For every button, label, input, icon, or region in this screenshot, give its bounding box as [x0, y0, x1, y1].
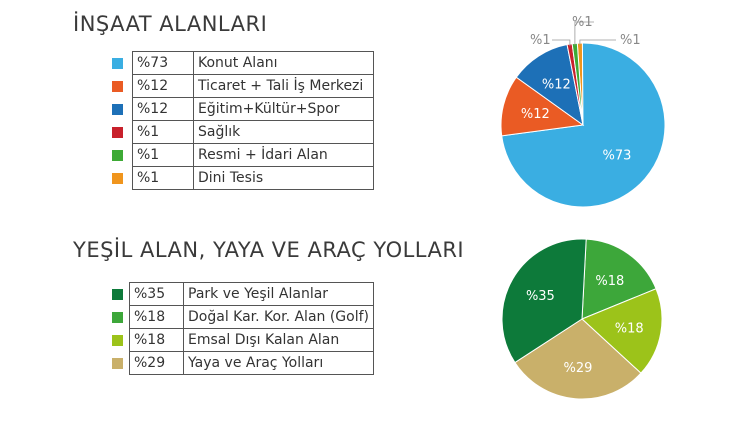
legend-row: %29 Yaya ve Araç Yolları: [112, 351, 374, 375]
legend-label: Konut Alanı: [193, 51, 374, 75]
legend-swatch: [112, 334, 123, 346]
slice-label: %12: [521, 107, 550, 122]
legend-percent: %12: [132, 74, 194, 98]
legend-percent: %18: [128, 305, 184, 329]
slice-label: %29: [564, 361, 593, 376]
legend-percent: %1: [132, 143, 194, 167]
legend-swatch: [112, 357, 123, 369]
legend-percent: %73: [132, 51, 194, 75]
legend-percent: %1: [132, 166, 194, 190]
chart-title-green-areas: YEŞİL ALAN, YAYA VE ARAÇ YOLLARI: [73, 238, 465, 262]
pie-slice: [514, 318, 642, 400]
legend-percent: %1: [132, 120, 194, 144]
pie-slice: [515, 43, 584, 127]
slice-label: %1: [572, 15, 593, 30]
slice-label: %12: [542, 78, 571, 93]
legend-label: Eğitim+Kültür+Spor: [193, 97, 374, 121]
slice-label: %73: [603, 149, 632, 164]
pie-chart-2: %18 %18 %29 %35: [501, 238, 663, 400]
chart-title-construction-areas: İNŞAAT ALANLARI: [73, 12, 268, 36]
legend-swatch: [112, 149, 123, 161]
legend-construction-areas: %73 Konut Alanı %12 Ticaret + Tali İş Me…: [112, 51, 374, 190]
legend-swatch: [112, 126, 123, 138]
slice-label: %18: [595, 274, 624, 289]
legend-row: %73 Konut Alanı: [112, 51, 374, 75]
legend-label: Doğal Kar. Kor. Alan (Golf): [183, 305, 374, 329]
legend-swatch: [112, 172, 123, 184]
legend-percent: %29: [128, 351, 184, 375]
legend-label: Dini Tesis: [193, 166, 374, 190]
legend-swatch: [112, 80, 123, 92]
legend-percent: %12: [132, 97, 194, 121]
pie-slice: [500, 76, 585, 137]
legend-row: %1 Sağlık: [112, 120, 374, 144]
legend-green-areas: %35 Park ve Yeşil Alanlar %18 Doğal Kar.…: [112, 282, 374, 375]
legend-row: %12 Eğitim+Kültür+Spor: [112, 97, 374, 121]
slice-label: %18: [615, 322, 644, 337]
legend-label: Park ve Yeşil Alanlar: [183, 282, 374, 306]
label-leader-line: [574, 21, 594, 46]
label-leader-line: [552, 39, 571, 47]
slice-label: %35: [526, 289, 555, 304]
slice-label: %1: [620, 33, 641, 48]
legend-label: Resmi + İdari Alan: [193, 143, 374, 167]
legend-swatch: [112, 311, 123, 323]
legend-label: Yaya ve Araç Yolları: [183, 351, 374, 375]
legend-row: %35 Park ve Yeşil Alanlar: [112, 282, 374, 306]
label-leader-line: [579, 39, 616, 46]
legend-row: %18 Doğal Kar. Kor. Alan (Golf): [112, 305, 374, 329]
pie-slice: [581, 238, 657, 320]
legend-percent: %35: [128, 282, 184, 306]
pie-slice: [581, 288, 663, 374]
legend-swatch: [112, 57, 123, 69]
legend-swatch: [112, 288, 123, 300]
pie-chart-1: %1 %73 %12 %12 %1 %1: [500, 15, 666, 208]
legend-row: %1 Resmi + İdari Alan: [112, 143, 374, 167]
legend-row: %1 Dini Tesis: [112, 166, 374, 190]
slice-label: %1: [530, 33, 551, 48]
pie-slice: [501, 238, 587, 364]
legend-swatch: [112, 103, 123, 115]
